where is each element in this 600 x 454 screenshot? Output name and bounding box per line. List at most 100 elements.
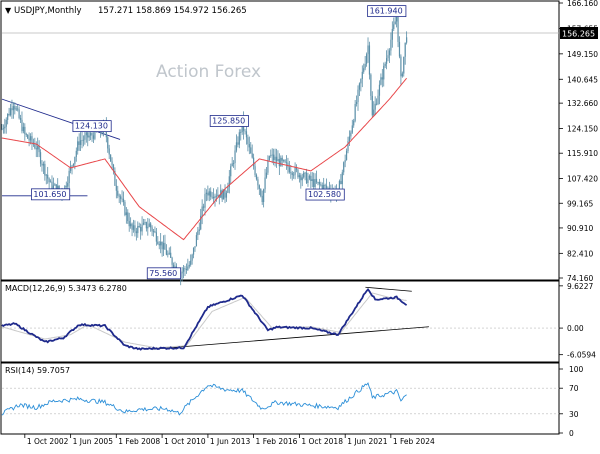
candle-body (124, 202, 126, 216)
candle-body (273, 154, 275, 161)
candle-body (82, 139, 85, 141)
candle-body (403, 56, 405, 74)
candle-body (393, 24, 395, 29)
candle-body (283, 160, 285, 162)
price-axis-label: 149.150 (567, 50, 598, 59)
candle-body (277, 158, 279, 162)
candle-body (380, 77, 382, 85)
candle-body (155, 232, 157, 242)
candle-body (284, 160, 286, 163)
candle-body (250, 147, 252, 154)
candle-body (87, 132, 89, 138)
candle-body (240, 132, 242, 133)
candle-body (41, 163, 43, 166)
candle-body (375, 103, 378, 105)
candle-body (22, 126, 24, 132)
candle-body (69, 166, 72, 171)
candle-body (228, 176, 230, 188)
candle-body (355, 102, 358, 104)
candle-body (338, 181, 341, 189)
candle-body (358, 83, 361, 90)
candle-body (160, 241, 162, 246)
candle-body (271, 154, 273, 156)
candle-body (9, 108, 12, 115)
candle-body (378, 84, 381, 96)
candle-body (222, 189, 225, 200)
candle-body (265, 172, 268, 178)
candle-body (343, 162, 345, 173)
candle-body (305, 172, 308, 184)
candle-body (384, 63, 386, 66)
candle-body (94, 128, 96, 139)
candle-body (158, 243, 160, 246)
candle-body (263, 189, 265, 203)
candle-body (111, 161, 113, 165)
candle-body (29, 136, 32, 141)
candle-body (14, 106, 16, 110)
candle-body (171, 257, 173, 265)
time-axis-label: 1 Jun 2013 (210, 437, 251, 446)
candle-body (11, 108, 13, 111)
candle-body (44, 163, 46, 176)
candle-body (154, 230, 156, 233)
candle-body (37, 145, 39, 150)
candle-body (92, 135, 95, 139)
rsi-axis-label: 30 (569, 410, 579, 419)
candle-body (257, 179, 259, 186)
candle-body (117, 190, 119, 196)
candle-body (406, 37, 408, 43)
dropdown-arrow-icon[interactable]: ▼ (5, 6, 12, 15)
candle-body (128, 221, 130, 227)
candle-body (132, 225, 135, 230)
time-axis-label: 1 Oct 2018 (301, 437, 343, 446)
chart-header-symbol: USDJPY,Monthly (14, 6, 82, 16)
candle-body (381, 77, 383, 80)
candle-body (140, 227, 142, 232)
candle-body (161, 241, 163, 250)
candle-body (24, 126, 26, 134)
candle-body (311, 179, 313, 181)
candle-body (165, 249, 167, 255)
candle-body (215, 195, 218, 197)
candle-body (202, 206, 205, 208)
candle-body (147, 226, 149, 229)
macd-panel (0, 280, 560, 363)
candle-body (301, 177, 303, 181)
candle-body (90, 132, 92, 136)
macd-trendline-top (365, 286, 412, 292)
candle-body (162, 242, 165, 250)
candle-body (79, 140, 82, 145)
price-axis-label: 99.165 (567, 199, 593, 208)
rsi-axis-label: 70 (569, 384, 579, 393)
annotation-box (72, 120, 112, 133)
candle-body (324, 184, 326, 186)
candle-body (217, 194, 219, 197)
time-axis-label: 1 Jun 2005 (73, 437, 114, 446)
candle-body (260, 188, 262, 196)
price-axis-label: 74.160 (567, 274, 593, 283)
candle-body (58, 185, 60, 190)
candle-body (298, 175, 300, 178)
candle-body (323, 184, 325, 191)
price-annotation: 75.560 (149, 269, 177, 278)
candle-body (318, 181, 320, 185)
candle-body (84, 135, 86, 140)
candle-body (39, 152, 42, 164)
candle-body (137, 226, 139, 234)
candle-body (361, 71, 363, 79)
candle-body (141, 224, 143, 232)
price-annotation: 161.940 (370, 7, 403, 16)
price-tag: 156.265 (562, 30, 595, 39)
candle-body (31, 136, 33, 143)
candle-body (168, 252, 170, 254)
candle-body (4, 126, 6, 129)
candle-body (297, 169, 299, 178)
candle-body (365, 54, 368, 64)
candle-body (68, 170, 70, 184)
price-panel (0, 0, 560, 281)
candle-body (370, 74, 372, 96)
candle-body (364, 63, 366, 69)
rsi-line (1, 382, 407, 416)
candle-body (17, 108, 19, 110)
